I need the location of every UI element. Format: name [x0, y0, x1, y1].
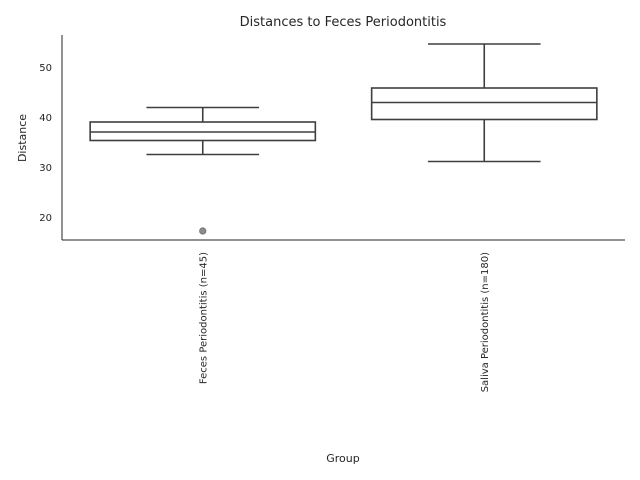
y-axis-label: Distance — [16, 114, 29, 162]
y-tick-labels: 20 30 40 50 — [39, 63, 52, 224]
x-tick-label: Saliva Periodontitis (n=180) — [480, 252, 491, 392]
box-group — [89, 106, 317, 235]
x-tick-label: Feces Periodontitis (n=45) — [198, 252, 209, 384]
chart-title: Distances to Feces Periodontitis — [240, 15, 447, 30]
box-group — [370, 43, 598, 163]
boxes — [89, 43, 598, 235]
y-tick-label: 20 — [39, 213, 52, 224]
y-tick-label: 40 — [39, 113, 52, 124]
x-tick-labels: Feces Periodontitis (n=45) Saliva Periodo… — [198, 252, 491, 392]
iqr-box — [370, 87, 598, 121]
y-tick-label: 50 — [39, 63, 52, 74]
outlier-point — [199, 227, 207, 235]
x-axis-label: Group — [326, 452, 360, 465]
y-tick-label: 30 — [39, 163, 52, 174]
